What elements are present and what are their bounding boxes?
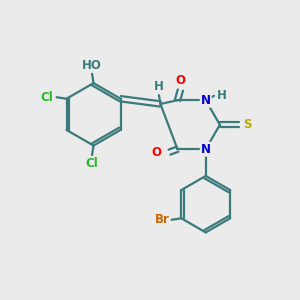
- Text: N: N: [201, 143, 211, 156]
- Text: S: S: [243, 118, 252, 131]
- Text: HO: HO: [82, 59, 102, 72]
- Text: Br: Br: [154, 213, 169, 226]
- Text: H: H: [217, 89, 227, 102]
- Text: Cl: Cl: [41, 91, 54, 104]
- Text: H: H: [154, 80, 164, 93]
- Text: O: O: [152, 146, 162, 159]
- Text: Cl: Cl: [86, 158, 98, 170]
- Text: O: O: [176, 74, 185, 88]
- Text: N: N: [201, 94, 211, 107]
